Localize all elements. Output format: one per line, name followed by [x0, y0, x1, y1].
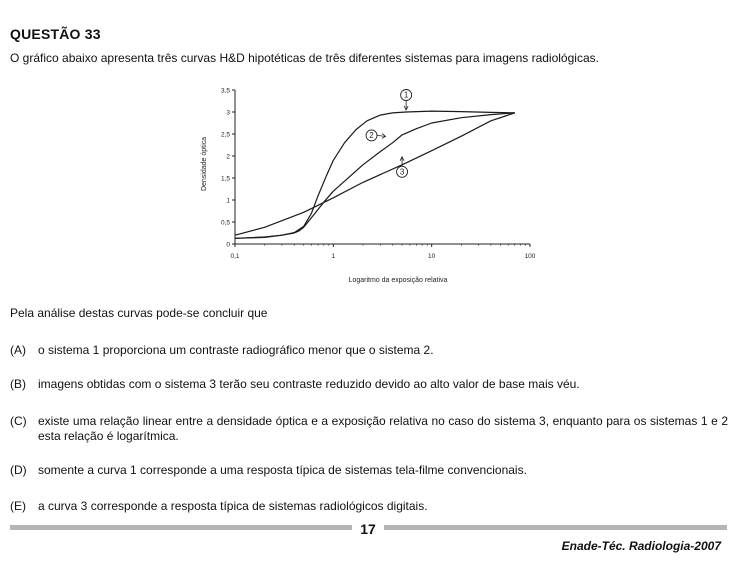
y-tick-label: 0 — [226, 242, 230, 249]
page-number: 17 — [360, 521, 376, 537]
option-b[interactable]: (B) imagens obtidas com o sistema 3 terã… — [10, 377, 728, 392]
y-tick-label: 3,5 — [221, 88, 230, 95]
y-tick-label: 3 — [226, 110, 230, 117]
y-tick-label: 1 — [226, 198, 230, 205]
y-tick-label: 2,5 — [221, 132, 230, 139]
question-intro: O gráfico abaixo apresenta três curvas H… — [10, 51, 599, 65]
y-tick-label: 0,5 — [221, 220, 230, 227]
y-tick-label: 2 — [226, 154, 230, 161]
exam-name: Enade-Téc. Radiologia-2007 — [561, 539, 721, 553]
option-text: a curva 3 corresponde a resposta típica … — [38, 499, 428, 513]
x-tick-label: 0,1 — [230, 253, 239, 260]
x-tick-label: 10 — [428, 253, 436, 260]
callout-2-circle — [365, 129, 378, 142]
option-letter: (E) — [10, 499, 26, 513]
callout-2-label: 2 — [369, 131, 374, 140]
x-axis-label: Logaritmo da exposição relativa — [349, 277, 448, 284]
y-tick-label: 1,5 — [221, 176, 230, 183]
option-letter: (A) — [10, 343, 26, 357]
x-tick-label: 100 — [525, 253, 536, 260]
option-a[interactable]: (A) o sistema 1 proporciona um contraste… — [10, 343, 728, 358]
callout-1-label: 1 — [404, 91, 409, 100]
option-d[interactable]: (D) somente a curva 1 corresponde a uma … — [10, 463, 728, 478]
footer-rule-left — [10, 525, 352, 530]
chart-ticks: 0 0,5 1 1,5 2 2,5 3 3,5 0,1 1 10 100 — [221, 88, 536, 261]
y-axis-label: Densidade óptica — [201, 137, 208, 191]
question-title: QUESTÃO 33 — [10, 26, 101, 42]
option-text: o sistema 1 proporciona um contraste rad… — [38, 343, 434, 357]
option-c[interactable]: (C) existe uma relação linear entre a de… — [10, 414, 728, 444]
callout-1-arrowhead — [403, 105, 409, 111]
callout-2-pointer — [376, 133, 387, 139]
option-letter: (C) — [10, 414, 27, 428]
chart-callouts: 1 2 3 — [365, 89, 413, 178]
option-text: imagens obtidas com o sistema 3 terão se… — [38, 377, 580, 391]
x-tick-label: 1 — [332, 253, 336, 260]
option-text: existe uma relação linear entre a densid… — [38, 414, 728, 443]
option-e[interactable]: (E) a curva 3 corresponde a resposta típ… — [10, 499, 728, 514]
option-letter: (B) — [10, 377, 26, 391]
curve-2 — [234, 112, 515, 239]
option-letter: (D) — [10, 463, 27, 477]
callout-3-label: 3 — [400, 168, 405, 177]
chart-curves — [234, 110, 515, 239]
hd-curves-chart: 0 0,5 1 1,5 2 2,5 3 3,5 0,1 1 10 100 1 2 3 Logaritmo … — [201, 88, 536, 285]
callout-3-pointer — [399, 155, 405, 167]
option-text: somente a curva 1 corresponde a uma resp… — [38, 463, 527, 477]
chart-axes — [234, 90, 530, 245]
curve-3 — [234, 112, 515, 236]
callout-3-circle — [396, 165, 409, 178]
question-lead: Pela análise destas curvas pode-se concl… — [10, 306, 268, 320]
callout-1-circle — [400, 89, 413, 101]
footer-rule-right — [384, 525, 727, 530]
